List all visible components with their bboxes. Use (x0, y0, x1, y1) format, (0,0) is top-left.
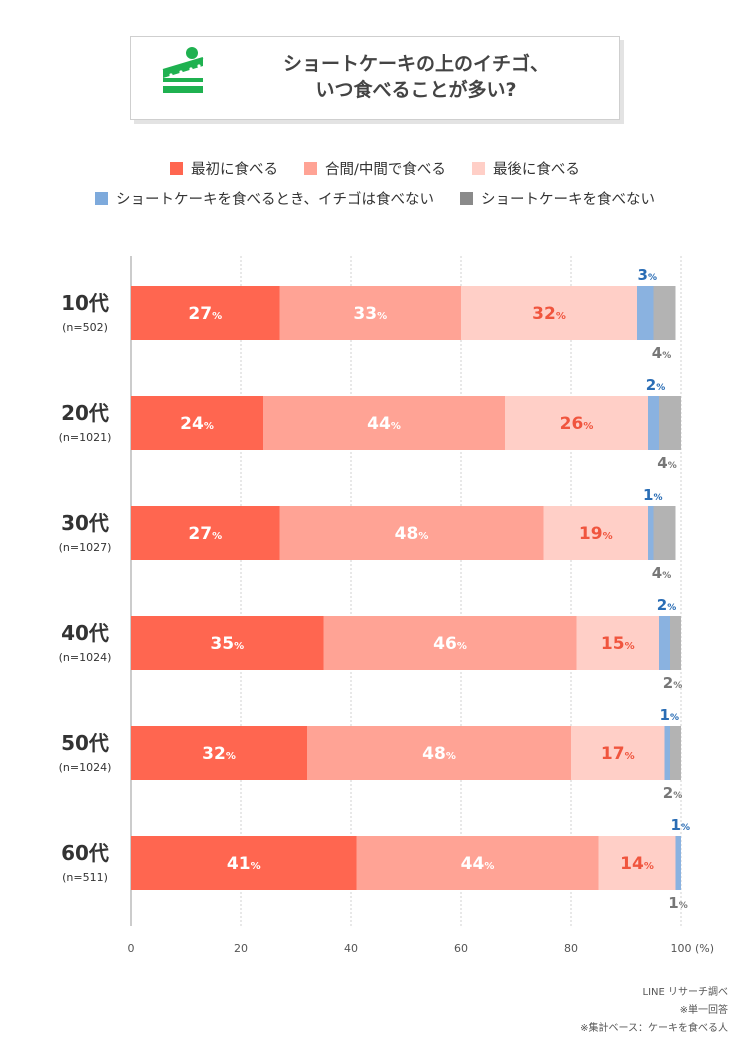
sample-size-label-5: (n=511) (62, 871, 108, 884)
title-box: ショートケーキの上のイチゴ、 いつ食べることが多い? (130, 36, 620, 120)
sample-size-label-4: (n=1024) (59, 761, 112, 774)
data-label-0-4: 4% (652, 344, 671, 362)
sample-size-label-1: (n=1021) (59, 431, 112, 444)
legend-label-middle: 合間/中間で食べる (325, 162, 446, 178)
data-label-5-4: 1% (668, 894, 687, 912)
legend-item-no-strawberry: ショートケーキを食べるとき、イチゴは食べない (95, 188, 434, 209)
legend-swatch-last (471, 162, 485, 175)
data-label-2-4: 4% (652, 564, 671, 582)
chart-title: ショートケーキの上のイチゴ、 いつ食べることが多い? (226, 51, 606, 103)
data-label-2-3: 1% (643, 486, 662, 504)
bar-segment-4-0 (131, 726, 307, 780)
footer-note-base: ※集計ベース：ケーキを食べる人 (580, 1023, 728, 1034)
legend-label-last: 最後に食べる (492, 162, 580, 178)
bar-segment-3-3 (659, 616, 670, 670)
data-label-4-4: 2% (663, 784, 682, 802)
bar-segment-2-4 (653, 506, 676, 560)
legend-item-no-cake: ショートケーキを食べない (459, 188, 655, 209)
bar-segment-1-2 (505, 396, 648, 450)
bar-segment-5-1 (356, 836, 599, 890)
x-tick-label-2: 40 (344, 942, 358, 955)
x-unit-label: (%) (695, 942, 714, 955)
data-label-1-3: 2% (646, 376, 665, 394)
bar-segment-0-1 (279, 286, 461, 340)
bar-segment-1-4 (659, 396, 681, 450)
title-line-2: いつ食べることが多い? (315, 79, 517, 101)
bar-segment-3-1 (323, 616, 577, 670)
legend-swatch-no-strawberry (95, 192, 108, 205)
legend-item-last: 最後に食べる (471, 158, 580, 179)
x-tick-label-5: 100 (671, 942, 692, 955)
bar-segment-3-2 (576, 616, 659, 670)
bar-segment-5-2 (598, 836, 676, 890)
bar-segment-5-3 (675, 836, 681, 890)
bar-segment-3-4 (670, 616, 681, 670)
legend-row-2: ショートケーキを食べるとき、イチゴは食べない ショートケーキを食べない (0, 188, 750, 209)
bar-segment-2-3 (648, 506, 654, 560)
bar-segment-0-2 (461, 286, 637, 340)
category-label-0: 10代 (61, 291, 109, 315)
category-label-1: 20代 (61, 401, 109, 425)
legend-label-no-cake: ショートケーキを食べない (480, 192, 655, 208)
legend-swatch-no-cake (459, 192, 473, 205)
x-tick-label-1: 20 (234, 942, 248, 955)
footer-note-single-answer: ※単一回答 (679, 1005, 728, 1016)
legend-label-first: 最初に食べる (191, 162, 279, 178)
data-label-4-3: 1% (660, 706, 679, 724)
category-label-2: 30代 (61, 511, 109, 535)
bar-segment-1-1 (263, 396, 505, 450)
bar-segment-2-2 (543, 506, 648, 560)
legend-row-1: 最初に食べる 合間/中間で食べる 最後に食べる (0, 158, 750, 179)
bar-segment-1-3 (648, 396, 659, 450)
bar-segment-0-0 (131, 286, 280, 340)
bar-segment-2-0 (131, 506, 280, 560)
bar-segment-4-3 (664, 726, 670, 780)
data-label-0-3: 3% (638, 266, 657, 284)
bar-segment-4-2 (571, 726, 665, 780)
bar-segment-0-3 (637, 286, 654, 340)
cake-icon (162, 47, 204, 93)
footer-source: LINE リサーチ調べ (642, 987, 729, 998)
bar-segment-3-0 (131, 616, 324, 670)
category-label-4: 50代 (61, 731, 109, 755)
bar-segment-4-1 (307, 726, 571, 780)
category-label-5: 60代 (61, 841, 109, 865)
data-label-5-3: 1% (671, 816, 690, 834)
bar-segment-4-4 (670, 726, 681, 780)
data-label-3-3: 2% (657, 596, 676, 614)
x-tick-label-4: 80 (564, 942, 578, 955)
legend-label-no-strawberry: ショートケーキを食べるとき、イチゴは食べない (116, 192, 434, 208)
sample-size-label-2: (n=1027) (59, 541, 112, 554)
bar-segment-5-0 (131, 836, 357, 890)
x-tick-label-0: 0 (128, 942, 135, 955)
legend-swatch-middle (304, 162, 318, 175)
bar-segment-2-1 (279, 506, 544, 560)
bar-segment-0-4 (653, 286, 676, 340)
sample-size-label-3: (n=1024) (59, 651, 112, 664)
bar-segment-1-0 (131, 396, 263, 450)
legend-item-middle: 合間/中間で食べる (304, 158, 446, 179)
data-label-1-4: 4% (657, 454, 676, 472)
title-line-1: ショートケーキの上のイチゴ、 (282, 53, 549, 75)
sample-size-label-0: (n=502) (62, 321, 108, 334)
x-tick-label-3: 60 (454, 942, 468, 955)
category-label-3: 40代 (61, 621, 109, 645)
legend-item-first: 最初に食べる (170, 158, 278, 179)
data-label-3-4: 2% (663, 674, 682, 692)
legend-swatch-first (170, 162, 184, 175)
